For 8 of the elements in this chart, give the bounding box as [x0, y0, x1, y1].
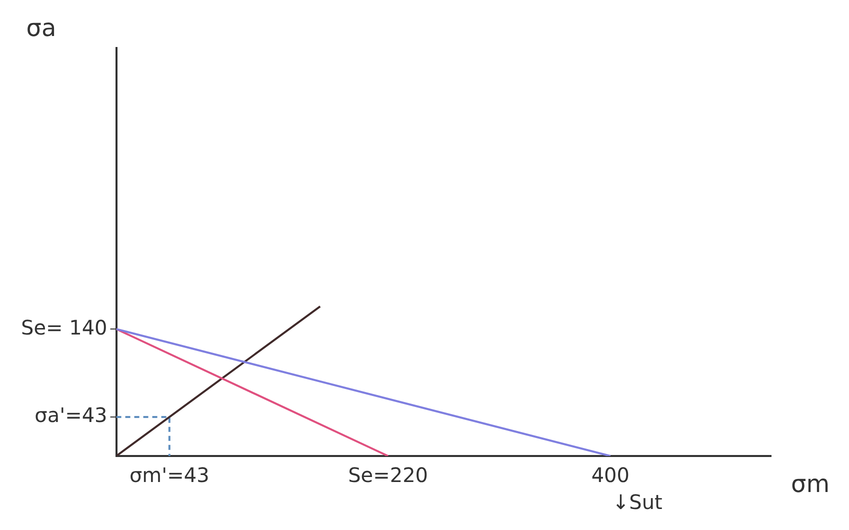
annotation: ↓Sut: [612, 490, 663, 514]
x-axis-title: σm: [791, 470, 830, 498]
x-tick-label: Se=220: [348, 463, 428, 488]
y-axis-title: σa: [26, 14, 56, 42]
x-tick-label: 400: [591, 463, 630, 488]
y-tick-label: Se= 140: [20, 315, 108, 340]
x-tick-label: σm'=43: [129, 463, 210, 488]
y-tick-label: σa'=43: [34, 403, 108, 428]
